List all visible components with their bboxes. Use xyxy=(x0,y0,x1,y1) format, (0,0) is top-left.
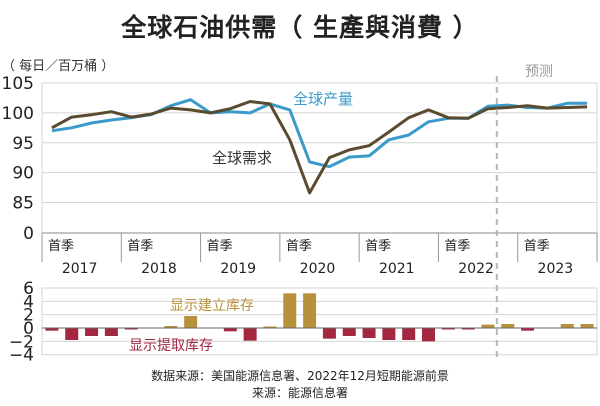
build-inventory-annotation: 显示建立库存 xyxy=(170,298,254,314)
quarter-tick-label: 首季 xyxy=(127,239,153,254)
y-tick-label: 0 xyxy=(23,319,34,339)
year-tick-label: 2023 xyxy=(538,261,574,277)
x-axis: 首季 2017 首季 2018 首季 2019 首季 2020 首季 2021 首季 2022 首季 20… xyxy=(41,232,598,277)
y-tick-label: 100 xyxy=(2,104,34,124)
source-note: 来源：能源信息署 xyxy=(251,386,348,400)
draw-bar xyxy=(362,328,376,338)
build-bar xyxy=(164,326,178,328)
demand-series-label: 全球需求 xyxy=(212,149,272,167)
draw-bar xyxy=(223,328,237,332)
build-bar xyxy=(580,324,594,328)
quarter-tick-label: 首季 xyxy=(365,239,391,254)
quarter-tick-label: 首季 xyxy=(524,239,550,254)
year-tick-label: 2018 xyxy=(141,261,177,277)
quarter-tick-label: 首季 xyxy=(286,239,312,254)
y-tick-label: 2 xyxy=(23,306,34,326)
draw-bar xyxy=(521,328,535,331)
inventory-bars xyxy=(42,293,597,342)
draw-bar xyxy=(342,328,356,336)
build-bar xyxy=(501,324,515,328)
draw-bar xyxy=(441,328,455,330)
build-bar xyxy=(303,293,317,328)
draw-bar xyxy=(85,328,99,336)
y-tick-label: 4 xyxy=(23,292,34,312)
y-tick-label: −4 xyxy=(9,346,34,366)
build-bar xyxy=(283,293,297,328)
build-bar xyxy=(184,316,198,328)
y-tick-label: 95 xyxy=(12,134,34,154)
y-tick-label: 6 xyxy=(23,279,34,299)
bar-chart-frame xyxy=(41,287,598,356)
y-tick-label: −2 xyxy=(9,332,34,352)
supply-line xyxy=(51,98,588,169)
draw-bar xyxy=(382,328,396,340)
y-tick-label: 105 xyxy=(2,74,34,94)
demand-line xyxy=(51,100,588,195)
draw-bar xyxy=(322,328,336,339)
forecast-label: 预测 xyxy=(525,64,553,80)
draw-bar xyxy=(104,328,118,336)
draw-bar xyxy=(402,328,416,340)
build-bar xyxy=(263,326,277,328)
supply-series-label: 全球产量 xyxy=(293,90,353,108)
build-bar xyxy=(560,324,574,328)
y-tick-label: 0 xyxy=(23,224,34,244)
line-chart-y-ticks: 105 100 95 90 85 0 xyxy=(2,74,34,244)
draw-inventory-annotation: 显示提取库存 xyxy=(129,338,213,354)
y-tick-label: 90 xyxy=(12,164,34,184)
draw-bar xyxy=(422,328,436,342)
draw-bar xyxy=(124,328,138,330)
chart-title: 全球石油供需（ 生產與消費 ） xyxy=(121,13,479,42)
draw-bar xyxy=(243,328,257,341)
year-tick-label: 2020 xyxy=(300,261,336,277)
year-tick-label: 2021 xyxy=(379,261,415,277)
build-bar xyxy=(481,324,495,328)
quarter-tick-label: 首季 xyxy=(207,239,233,254)
bar-chart-grid xyxy=(41,287,598,356)
draw-bar xyxy=(461,328,475,330)
quarter-tick-label: 首季 xyxy=(444,239,470,254)
year-tick-label: 2017 xyxy=(62,261,98,277)
y-tick-label: 85 xyxy=(12,194,34,214)
year-tick-label: 2019 xyxy=(220,261,256,277)
data-source-note: 数据来源：美国能源信息署、2022年12月短期能源前景 xyxy=(151,369,449,383)
line-series xyxy=(51,98,588,195)
year-tick-label: 2022 xyxy=(458,261,494,277)
draw-bar xyxy=(45,328,59,331)
draw-bar xyxy=(65,328,79,340)
y-axis-unit-label: （ 每日／百万桶 ） xyxy=(2,59,115,74)
quarter-tick-label: 首季 xyxy=(48,239,74,254)
